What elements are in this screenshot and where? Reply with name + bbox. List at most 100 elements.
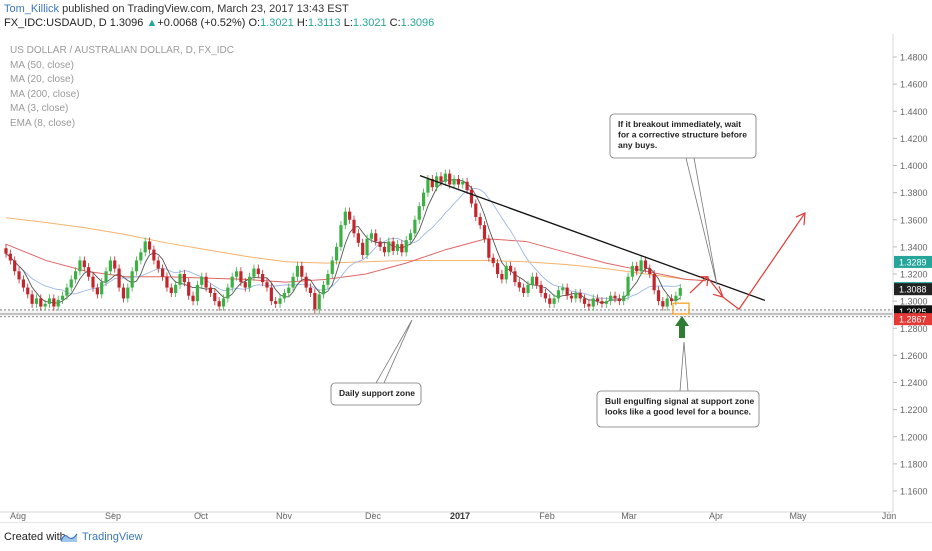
candle-body (274, 301, 278, 304)
candle-body (174, 284, 178, 293)
legend-item[interactable]: EMA (8, close) (10, 117, 76, 129)
open-label: O: (248, 17, 261, 29)
indicator-legend: US DOLLAR / AUSTRALIAN DOLLAR, D, FX_IDC… (10, 44, 234, 131)
candle-body (622, 295, 626, 302)
candle-body (365, 238, 369, 256)
candle-body (478, 217, 482, 226)
candle-body (104, 271, 108, 283)
up-arrow-icon: ▲ (146, 17, 158, 29)
candle-body (661, 301, 665, 307)
candle-body (613, 295, 617, 299)
low-label: L: (343, 17, 353, 29)
legend-item[interactable]: MA (50, close) (10, 59, 74, 71)
candle-body (74, 271, 78, 280)
candle-body (43, 303, 47, 307)
price-change: +0.0068 (+0.52%) (157, 17, 246, 29)
y-tick-label: 1.3600 (900, 215, 928, 225)
candle-body (321, 284, 326, 295)
candle-body (361, 242, 365, 256)
candle-body (604, 301, 608, 304)
candle-body (156, 260, 160, 269)
arrow-head-icon (795, 212, 806, 226)
legend-item[interactable]: MA (200, close) (10, 88, 80, 100)
last-price: 1.3096 (109, 17, 144, 29)
candle-body (596, 298, 600, 302)
price-label-text: 1.2925 (899, 307, 927, 317)
chart-area[interactable]: If it breakout immediately, wait for a co… (0, 34, 932, 522)
engulfing-highlight-box (672, 302, 690, 315)
candle-body (348, 211, 352, 220)
candle-body (513, 271, 517, 283)
candle-body (452, 179, 456, 185)
candle-body (269, 287, 273, 302)
candle-body (339, 225, 343, 247)
candle-body (95, 287, 99, 295)
legend-item[interactable]: MA (3, close) (10, 103, 69, 114)
candle-body (448, 173, 452, 185)
tradingview-brand-link[interactable]: TradingView (82, 531, 143, 543)
y-tick-label: 1.1800 (900, 459, 928, 469)
callout-text: for a corrective structure before (618, 130, 747, 140)
candle-body (256, 268, 260, 274)
candle-body (108, 260, 112, 272)
candle-body (456, 179, 460, 185)
y-tick-label: 1.3400 (900, 242, 928, 252)
x-tick-label: Sep (105, 511, 121, 521)
candle-body (565, 287, 569, 296)
candle-body (91, 276, 95, 288)
candle-body (617, 298, 621, 302)
candle-body (82, 260, 86, 268)
candle-body (291, 276, 295, 288)
x-tick-label: May (789, 511, 807, 521)
candle-body (526, 284, 530, 293)
candle-body (130, 271, 134, 288)
symbol-label: FX_IDC:USDAUD, D (4, 17, 107, 29)
candle-body (522, 287, 526, 293)
arrow-head-icon (700, 276, 709, 287)
candle-body (469, 189, 474, 204)
y-tick-label: 1.2000 (900, 432, 928, 442)
candle-body (317, 294, 321, 310)
candle-body (13, 260, 17, 272)
y-tick-label: 1.4600 (900, 80, 928, 90)
candle-body (56, 299, 60, 307)
candle-body (635, 265, 639, 272)
candle-body (21, 279, 25, 288)
candle-body (126, 287, 130, 299)
author-link[interactable]: Tom_Killick (4, 3, 60, 15)
footer: Created with TradingView (0, 522, 932, 551)
candle-body (430, 179, 434, 188)
candle-body (378, 241, 382, 247)
candle-body (161, 268, 165, 277)
candle-body (165, 276, 169, 288)
y-tick-label: 1.4400 (900, 107, 928, 117)
candle-body (282, 292, 286, 299)
header-bar: Tom_Killick published on TradingView.com… (0, 0, 932, 34)
candle-body (391, 241, 395, 251)
legend-item[interactable]: MA (20, close) (10, 74, 74, 85)
y-tick-label: 1.3800 (900, 188, 928, 198)
y-tick-label: 1.4200 (900, 134, 928, 144)
y-tick-label: 1.4000 (900, 161, 928, 171)
candle-body (252, 268, 256, 277)
support-zone (0, 309, 893, 317)
x-tick-label: Dec (365, 511, 382, 521)
candle-body (47, 298, 52, 304)
candle-body (191, 295, 195, 302)
bull-arrow-icon (675, 316, 689, 339)
candle-body (561, 287, 565, 291)
candle-body (487, 238, 491, 258)
candle-body (4, 248, 8, 254)
y-tick-label: 1.3200 (900, 270, 928, 280)
arrow-head-icon (712, 285, 724, 298)
candle-body (422, 192, 426, 207)
price-label-text: 1.3088 (899, 285, 927, 295)
candle-body (382, 246, 387, 253)
candle-body (143, 241, 147, 253)
fast-average-line (5, 187, 681, 300)
callout-text: looks like a good level for a bounce. (605, 407, 751, 417)
price-label-badge (894, 255, 932, 268)
candle-body (195, 284, 199, 302)
tradingview-logo-icon[interactable] (60, 531, 78, 543)
